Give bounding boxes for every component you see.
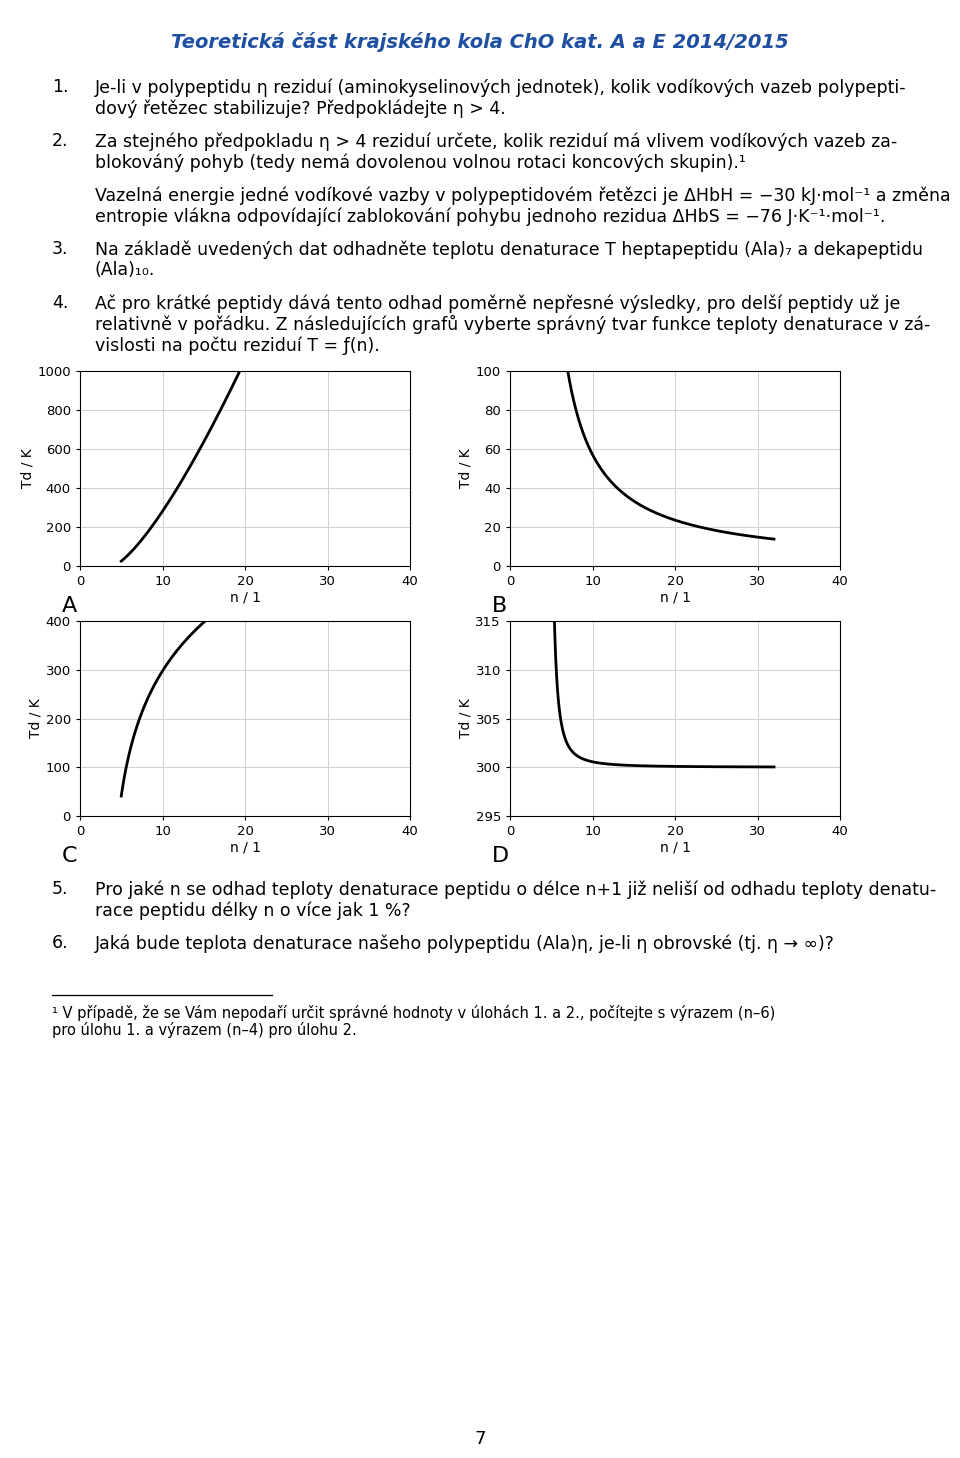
X-axis label: n / 1: n / 1: [660, 590, 690, 605]
Text: D: D: [492, 846, 509, 866]
Text: B: B: [492, 596, 507, 615]
Text: C: C: [62, 846, 78, 866]
Text: entropie vlákna odpovídající zablokování pohybu jednoho rezidua ΔHbS = −76 J·K⁻¹: entropie vlákna odpovídající zablokování…: [95, 207, 885, 226]
Text: relativně v pořádku. Z následujících grafů vyberte správný tvar funkce teploty d: relativně v pořádku. Z následujících gra…: [95, 315, 930, 334]
Text: 3.: 3.: [52, 241, 68, 258]
Text: 1.: 1.: [52, 77, 68, 96]
Y-axis label: Td / K: Td / K: [20, 449, 35, 488]
Text: Je-li v polypeptidu η reziduí (aminokyselinových jednotek), kolik vodíkových vaz: Je-li v polypeptidu η reziduí (aminokyse…: [95, 77, 906, 96]
Text: 7: 7: [474, 1430, 486, 1448]
Text: Na základě uvedených dat odhadněte teplotu denaturace T⁤ heptapeptidu (Ala)₇ a d: Na základě uvedených dat odhadněte teplo…: [95, 241, 923, 258]
Text: Za stejného předpokladu η > 4 reziduí určete, kolik reziduí má vlivem vodíkových: Za stejného předpokladu η > 4 reziduí ur…: [95, 133, 898, 150]
Text: Teoretická část krajského kola ChO kat. A a E 2014/2015: Teoretická část krajského kola ChO kat. …: [171, 32, 789, 52]
Text: Vazelná energie jedné vodíkové vazby v polypeptidovém řetězci je ΔHbH = −30 kJ·m: Vazelná energie jedné vodíkové vazby v p…: [95, 187, 950, 204]
X-axis label: n / 1: n / 1: [660, 841, 690, 854]
Y-axis label: Td / K: Td / K: [459, 698, 472, 738]
Y-axis label: Td / K: Td / K: [459, 449, 473, 488]
Text: Pro jaké n se odhad teploty denaturace peptidu o délce n+1 již neliší od odhadu : Pro jaké n se odhad teploty denaturace p…: [95, 881, 936, 898]
Text: (Ala)₁₀.: (Ala)₁₀.: [95, 261, 156, 278]
Text: blokováný pohyb (tedy nemá dovolenou volnou rotaci koncových skupin).¹: blokováný pohyb (tedy nemá dovolenou vol…: [95, 153, 746, 172]
Text: 2.: 2.: [52, 133, 68, 150]
Text: dový řetězec stabilizuje? Předpokládejte η > 4.: dový řetězec stabilizuje? Předpokládejte…: [95, 99, 506, 118]
Text: 6.: 6.: [52, 935, 68, 952]
Text: ¹ V případě, že se Vám nepodaří určit správné hodnoty v úlohách 1. a 2., počítej: ¹ V případě, že se Vám nepodaří určit sp…: [52, 1005, 776, 1021]
X-axis label: n / 1: n / 1: [229, 590, 260, 605]
Text: vislosti na počtu reziduí T⁤ = ƒ(n).: vislosti na počtu reziduí T⁤ = ƒ(n).: [95, 335, 380, 354]
Text: 4.: 4.: [52, 295, 68, 312]
Text: A: A: [62, 596, 77, 615]
Y-axis label: Td / K: Td / K: [29, 698, 43, 738]
Text: 5.: 5.: [52, 881, 68, 898]
Text: pro úlohu 1. a výrazem (n–4) pro úlohu 2.: pro úlohu 1. a výrazem (n–4) pro úlohu 2…: [52, 1022, 357, 1038]
X-axis label: n / 1: n / 1: [229, 841, 260, 854]
Text: race peptidu délky n o více jak 1 %?: race peptidu délky n o více jak 1 %?: [95, 901, 411, 920]
Text: Jaká bude teplota denaturace našeho polypeptidu (Ala)η, je-li η obrovské (tj. η : Jaká bude teplota denaturace našeho poly…: [95, 935, 835, 952]
Text: Ač pro krátké peptidy dává tento odhad poměrně nepřesné výsledky, pro delší pept: Ač pro krátké peptidy dává tento odhad p…: [95, 295, 900, 312]
